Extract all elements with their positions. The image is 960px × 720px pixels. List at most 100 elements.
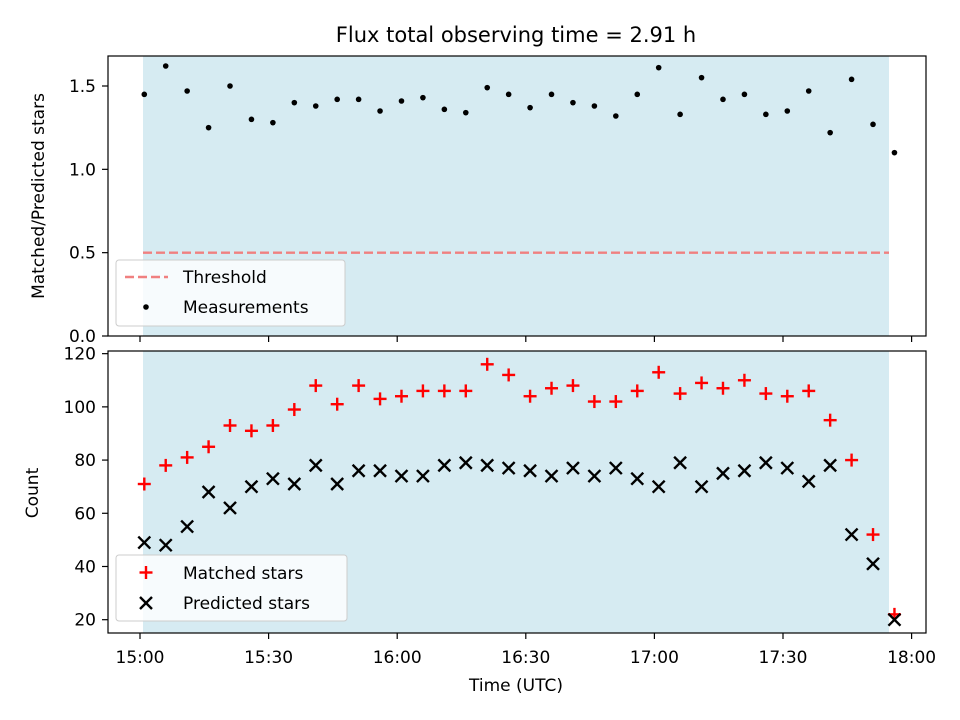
predicted-star-point — [587, 469, 602, 483]
measurements-legend-label: Measurements — [183, 298, 309, 318]
predicted-star-point — [137, 535, 152, 550]
measurement-point — [698, 74, 705, 81]
matched-star-point — [330, 397, 344, 411]
top-y-tick-label: 1.0 — [69, 160, 96, 180]
measurement-point — [805, 88, 812, 94]
top-y-tick-label: 0.0 — [69, 327, 96, 347]
measurement-point — [634, 91, 641, 98]
bottom-y-tick-label: 80 — [74, 451, 96, 471]
measurement-point — [827, 129, 833, 136]
x-tick-label: 17:30 — [759, 648, 808, 668]
x-tick-label: 16:30 — [501, 648, 550, 668]
predicted-star-point — [694, 479, 709, 494]
measurement-point — [334, 96, 340, 103]
top-axes-frame — [107, 55, 927, 337]
predicted-star-point — [823, 458, 838, 473]
matched-star-point — [716, 381, 730, 395]
matched-star-point — [480, 357, 494, 371]
predicted-legend-label: Predicted stars — [183, 594, 310, 614]
predicted-star-point — [801, 474, 816, 489]
matched-star-point — [137, 477, 151, 491]
predicted-star-point — [458, 455, 473, 470]
predicted-star-point — [716, 466, 730, 481]
top-legend: Threshold Measurements — [115, 259, 346, 327]
top-y-axis-label: Matched/Predicted stars — [29, 93, 49, 299]
predicted-star-point — [630, 471, 645, 486]
matched-star-point — [159, 458, 173, 472]
measurement-point — [655, 64, 662, 71]
matched-star-point — [737, 373, 751, 387]
bottom-legend: Matched stars Predicted stars — [115, 554, 348, 622]
bottom-y-axis-ticks: 20 40 60 80 100 120 — [64, 345, 108, 631]
bottom-y-tick-label: 60 — [74, 504, 96, 524]
measurement-point — [377, 108, 383, 114]
predicted-star-point — [866, 556, 880, 571]
measurement-point — [870, 121, 876, 128]
matched-star-point — [287, 403, 301, 417]
bottom-legend-box — [115, 554, 348, 622]
measurement-point — [720, 96, 726, 103]
matched-star-point — [587, 395, 601, 409]
measurement-point — [784, 108, 791, 114]
bottom-y-tick-label: 100 — [64, 398, 96, 418]
predicted-star-point — [651, 479, 666, 494]
matched-star-point — [352, 379, 366, 393]
matched-star-point — [609, 395, 623, 409]
bottom-x-axis-ticks: 15:00 15:30 16:00 16:30 17:00 17:30 18:00 — [116, 633, 936, 668]
top-y-tick-label: 1.5 — [69, 77, 96, 97]
matched-star-point — [416, 384, 430, 398]
bottom-y-tick-label: 120 — [64, 345, 96, 365]
predicted-star-point — [608, 461, 623, 475]
measurement-point — [891, 149, 898, 156]
x-tick-label: 18:00 — [887, 648, 936, 668]
predicted-star-point — [480, 458, 495, 473]
matched-star-point — [780, 389, 794, 403]
matched-star-point — [459, 384, 473, 398]
bottom-y-axis-label: Count — [23, 467, 43, 518]
measurement-point — [462, 109, 469, 116]
predicted-star-point — [394, 469, 409, 483]
top-y-tick-label: 0.5 — [69, 244, 96, 264]
predicted-star-point — [887, 612, 902, 627]
threshold-legend-label: Threshold — [182, 268, 267, 288]
top-legend-box — [115, 259, 346, 327]
ratio-panel: 0.0 0.5 1.0 1.5 Matched/Predicted stars Thr… — [29, 55, 927, 347]
matched-star-point — [823, 413, 837, 427]
measurement-point — [570, 99, 576, 106]
measurement-point — [291, 99, 298, 106]
matched-star-point — [202, 440, 216, 454]
measurement-point — [312, 103, 319, 109]
measurement-point — [848, 76, 855, 83]
x-axis-label: Time (UTC) — [468, 676, 563, 696]
matched-star-point — [630, 384, 644, 398]
predicted-star-point — [523, 463, 537, 478]
x-tick-label: 15:30 — [244, 648, 293, 668]
predicted-star-point — [287, 477, 302, 491]
predicted-star-point — [437, 458, 452, 473]
measurement-point — [527, 104, 533, 111]
matched-star-point — [652, 365, 666, 379]
measurement-point — [420, 94, 426, 101]
predicted-star-point — [416, 469, 430, 483]
predicted-star-point — [351, 463, 366, 478]
measurement-point — [270, 119, 276, 126]
matched-star-point — [759, 387, 773, 401]
matched-star-point — [394, 389, 408, 403]
predicted-star-point — [544, 469, 559, 483]
matched-star-point — [845, 453, 859, 467]
top-y-axis-ticks: 0.0 0.5 1.0 1.5 — [69, 77, 108, 347]
predicted-star-point — [780, 461, 795, 475]
predicted-star-point — [759, 455, 773, 470]
bottom-y-tick-label: 20 — [74, 611, 96, 631]
matched-star-point — [545, 381, 559, 395]
matched-star-point — [266, 418, 280, 432]
matched-star-point — [695, 376, 709, 390]
predicted-star-point — [308, 458, 323, 473]
matched-star-point — [866, 528, 880, 542]
count-points — [137, 357, 902, 627]
matched-star-point — [523, 389, 537, 403]
measurement-point — [248, 116, 255, 123]
measurement-point — [227, 83, 233, 89]
measurement-point — [548, 91, 555, 98]
predicted-star-point — [737, 463, 752, 478]
